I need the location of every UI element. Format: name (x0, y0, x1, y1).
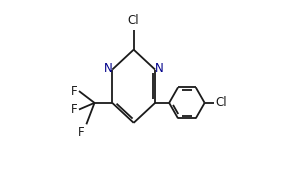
Text: N: N (104, 62, 113, 75)
Text: F: F (78, 126, 85, 139)
Text: Cl: Cl (215, 96, 227, 109)
Text: Cl: Cl (128, 14, 139, 27)
Text: N: N (155, 62, 164, 75)
Text: F: F (71, 84, 78, 98)
Text: F: F (71, 103, 78, 116)
